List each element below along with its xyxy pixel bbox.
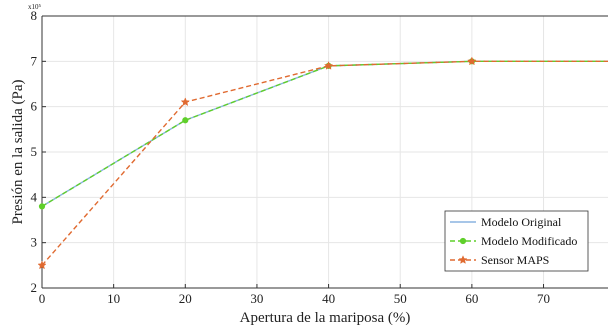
x-tick-label: 70 [537, 291, 550, 306]
series-2 [37, 56, 608, 270]
x-tick-label: 50 [394, 291, 407, 306]
x-tick-label: 60 [465, 291, 478, 306]
y-tick-label: 8 [31, 8, 38, 23]
y-tick-label: 4 [31, 189, 38, 204]
legend-label: Sensor MAPS [481, 253, 549, 267]
data-point [37, 260, 47, 270]
legend-marker [458, 255, 468, 264]
y-tick-label: 7 [31, 53, 38, 68]
data-point [182, 117, 189, 124]
data-point [38, 203, 46, 210]
y-axis-label: Presión en la salida (Pa) [10, 80, 26, 225]
legend: Modelo Original Modelo Modificado Sensor M… [444, 210, 589, 272]
y-tick-label: 6 [31, 99, 38, 114]
x-axis-label: Apertura de la mariposa (%) [240, 310, 411, 326]
legend-label: Modelo Original [481, 215, 562, 229]
series-layer [37, 56, 608, 270]
x-tick-label: 30 [250, 291, 263, 306]
x-tick-label: 40 [322, 291, 335, 306]
y-tick-label: 5 [31, 144, 38, 159]
x-tick-label: 0 [39, 291, 46, 306]
axis-ticks: 0 10 20 30 40 50 60 70 2 3 4 5 6 7 8 [31, 8, 551, 306]
data-point [180, 97, 190, 107]
legend-entry: Sensor MAPS [450, 253, 549, 267]
x-tick-label: 10 [107, 291, 120, 306]
data-point [467, 56, 477, 66]
legend-marker [459, 237, 467, 245]
y-tick-label: 2 [31, 280, 38, 295]
legend-label: Modelo Modificado [481, 234, 577, 248]
legend-entry: Modelo Modificado [450, 234, 577, 248]
x-tick-label: 20 [179, 291, 192, 306]
y-exponent-label: x10⁵ [28, 3, 42, 11]
y-tick-label: 3 [31, 235, 38, 250]
legend-entry: Modelo Original [450, 215, 562, 229]
data-point [323, 61, 334, 70]
